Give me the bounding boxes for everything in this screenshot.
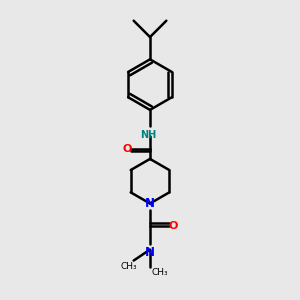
Text: N: N	[145, 246, 155, 259]
Text: O: O	[122, 143, 132, 154]
Text: NH: NH	[140, 130, 157, 140]
Text: CH₃: CH₃	[121, 262, 137, 271]
Text: N: N	[145, 197, 155, 210]
Text: O: O	[168, 221, 178, 231]
Text: CH₃: CH₃	[152, 268, 168, 277]
